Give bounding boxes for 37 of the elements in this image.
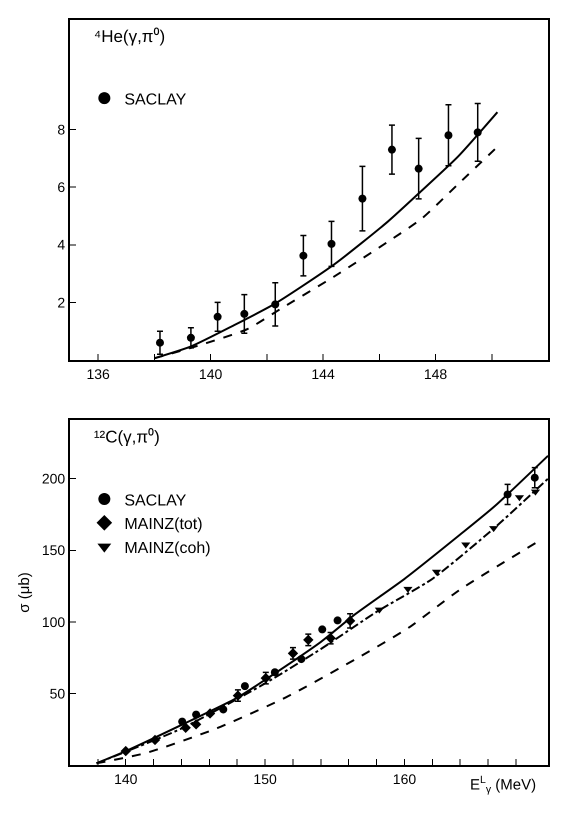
point bbox=[240, 682, 249, 690]
x-tick-label: 148 bbox=[424, 366, 448, 382]
point bbox=[530, 474, 539, 482]
x-axis-title: E$^{L}$$_{γ}$ (MeV) bbox=[470, 774, 536, 796]
x-tick-label: 150 bbox=[253, 770, 277, 787]
y-tick-label: 8 bbox=[57, 121, 66, 138]
chart-title: ⁴He(γ,π⁰) bbox=[94, 27, 166, 46]
legend-label: SACLAY bbox=[124, 492, 187, 510]
x-tick-label: 136 bbox=[86, 366, 110, 382]
x-tick-label: 140 bbox=[198, 366, 222, 382]
point bbox=[358, 194, 366, 203]
y-tick-label: 6 bbox=[57, 179, 66, 196]
point bbox=[388, 146, 396, 154]
y-tick-label: 200 bbox=[42, 470, 66, 487]
legend-label: MAINZ(coh) bbox=[124, 540, 211, 557]
point bbox=[214, 312, 222, 321]
x-tick-label: 140 bbox=[114, 770, 138, 787]
y-tick-label: 4 bbox=[57, 236, 66, 253]
y-axis-title: σ (μb) bbox=[16, 572, 33, 613]
point bbox=[186, 334, 195, 342]
point bbox=[240, 310, 248, 318]
y-tick-label: 100 bbox=[42, 614, 66, 630]
point bbox=[334, 616, 342, 624]
point bbox=[414, 164, 423, 173]
point bbox=[444, 131, 452, 140]
legend-label: SACLAY bbox=[124, 91, 187, 108]
x-tick-label: 144 bbox=[311, 366, 335, 382]
x-tick-label: 160 bbox=[392, 770, 416, 787]
y-tick-label: 50 bbox=[50, 685, 66, 702]
legend-label: MAINZ(tot) bbox=[124, 516, 203, 534]
chart-title: ¹²C(γ,π⁰) bbox=[94, 427, 160, 446]
point bbox=[299, 252, 308, 260]
y-tick-label: 150 bbox=[42, 542, 66, 558]
point bbox=[318, 625, 326, 634]
y-tick-label: 2 bbox=[57, 294, 66, 310]
point bbox=[156, 338, 164, 347]
point bbox=[327, 240, 336, 248]
